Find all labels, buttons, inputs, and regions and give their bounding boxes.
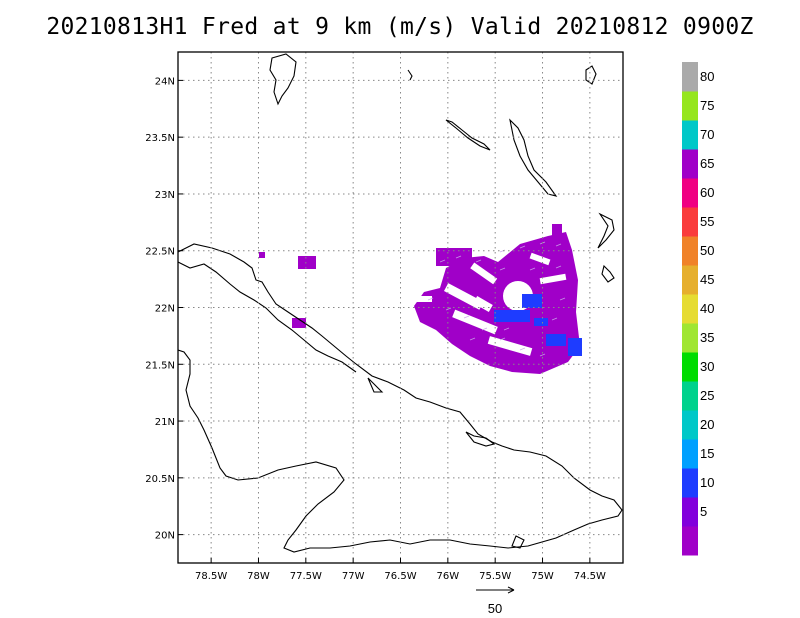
lat-tick-label: 22N bbox=[155, 304, 175, 315]
lon-tick-label: 77.5W bbox=[290, 571, 322, 582]
reference-vector: 50 bbox=[476, 586, 515, 616]
colorbar-label: 35 bbox=[700, 330, 714, 345]
colorbar-swatch bbox=[682, 236, 698, 266]
lat-tick-label: 22.5N bbox=[145, 247, 175, 258]
colorbar-swatch bbox=[682, 526, 698, 556]
colorbar-label: 50 bbox=[700, 243, 714, 258]
colorbar-swatch bbox=[682, 91, 698, 121]
lon-tick-label: 77W bbox=[342, 571, 365, 582]
grid-lines bbox=[178, 52, 623, 563]
lon-tick-label: 75W bbox=[531, 571, 554, 582]
colorbar-label: 20 bbox=[700, 417, 714, 432]
colorbar-label: 60 bbox=[700, 185, 714, 200]
wind-speed-shading bbox=[259, 224, 582, 374]
colorbar-swatch bbox=[682, 294, 698, 324]
colorbar-label: 45 bbox=[700, 272, 714, 287]
colorbar-label: 75 bbox=[700, 98, 714, 113]
arrow-head-icon bbox=[507, 586, 515, 594]
lat-tick-label: 23N bbox=[155, 190, 175, 201]
colorbar-label: 30 bbox=[700, 359, 714, 374]
colorbar-swatch bbox=[682, 468, 698, 498]
colorbar-swatch bbox=[682, 120, 698, 150]
colorbar-label: 10 bbox=[700, 475, 714, 490]
colorbar-label: 70 bbox=[700, 127, 714, 142]
colorbar-swatch bbox=[682, 352, 698, 382]
lat-tick-label: 23.5N bbox=[145, 133, 175, 144]
plot-title: 20210813H1 Fred at 9 km (m/s) Valid 2021… bbox=[46, 14, 754, 40]
lon-tick-label: 75.5W bbox=[479, 571, 511, 582]
lat-tick-label: 20N bbox=[155, 531, 175, 542]
colorbar: 5 10 15 20 25 30 35 40 45 50 55 60 65 70 75 80 bbox=[682, 62, 714, 556]
lat-tick-label: 21.5N bbox=[145, 360, 175, 371]
colorbar-label: 80 bbox=[700, 69, 714, 84]
colorbar-label: 15 bbox=[700, 446, 714, 461]
lon-tick-label: 78.5W bbox=[195, 571, 227, 582]
colorbar-label: 65 bbox=[700, 156, 714, 171]
colorbar-swatch bbox=[682, 323, 698, 353]
lon-tick-label: 74.5W bbox=[574, 571, 606, 582]
lon-tick-label: 76.5W bbox=[384, 571, 416, 582]
colorbar-label: 5 bbox=[700, 504, 707, 519]
colorbar-swatch bbox=[682, 149, 698, 179]
colorbar-swatch bbox=[682, 410, 698, 440]
coastlines bbox=[178, 53, 623, 553]
reference-vector-label: 50 bbox=[488, 601, 502, 616]
colorbar-label: 55 bbox=[700, 214, 714, 229]
lon-tick-label: 78W bbox=[247, 571, 270, 582]
lat-tick-label: 20.5N bbox=[145, 474, 175, 485]
lat-tick-label: 24N bbox=[155, 76, 175, 87]
lon-tick-label: 76W bbox=[437, 571, 460, 582]
colorbar-swatch bbox=[682, 439, 698, 469]
colorbar-swatch bbox=[682, 381, 698, 411]
colorbar-swatch bbox=[682, 178, 698, 208]
colorbar-label: 40 bbox=[700, 301, 714, 316]
longitude-ticks: 78.5W 78W 77.5W 77W 76.5W 76W 75.5W 75W 74.5W bbox=[195, 558, 606, 582]
colorbar-swatch bbox=[682, 497, 698, 527]
colorbar-swatch bbox=[682, 62, 698, 92]
colorbar-label: 25 bbox=[700, 388, 714, 403]
colorbar-swatch bbox=[682, 265, 698, 295]
lat-tick-label: 21N bbox=[155, 417, 175, 428]
colorbar-swatch bbox=[682, 207, 698, 237]
latitude-ticks: 24N 23.5N 23N 22.5N 22N 21.5N 21N 20.5N 20N bbox=[145, 76, 183, 542]
